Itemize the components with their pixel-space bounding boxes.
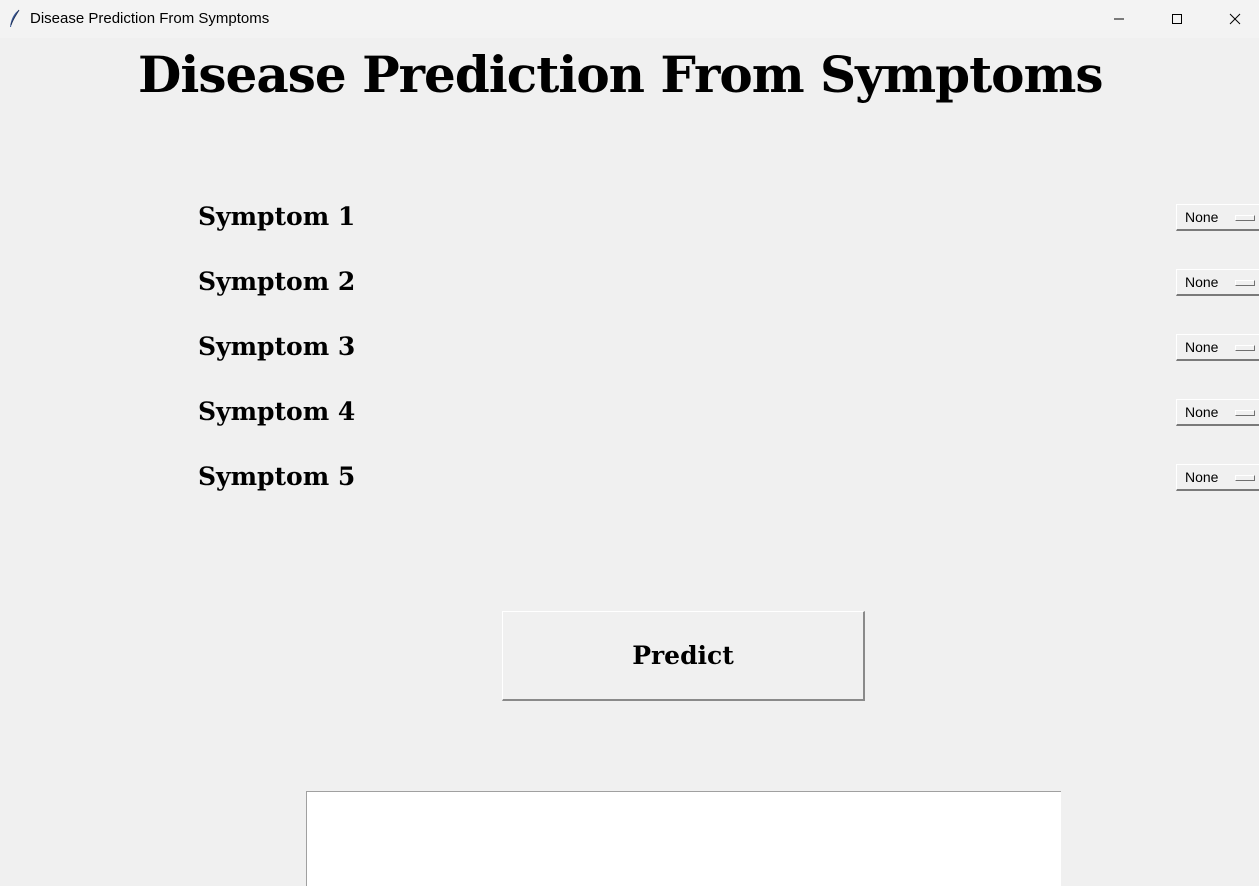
symptom-5-dropdown[interactable]: None <box>1176 464 1259 491</box>
dropdown-indicator-icon <box>1235 345 1255 351</box>
dropdown-indicator-icon <box>1235 475 1255 481</box>
title-bar: Disease Prediction From Symptoms <box>0 0 1259 38</box>
symptom-3-dropdown[interactable]: None <box>1176 334 1259 361</box>
feather-icon <box>10 9 20 27</box>
predict-button[interactable]: Predict <box>502 611 865 701</box>
symptom-5-label: Symptom 5 <box>198 462 356 491</box>
symptom-5-value: None <box>1185 469 1219 485</box>
symptom-3-label: Symptom 3 <box>198 332 356 361</box>
symptom-1-value: None <box>1185 209 1219 225</box>
symptom-4-value: None <box>1185 404 1219 420</box>
symptom-2-label: Symptom 2 <box>198 267 356 296</box>
page-title: Disease Prediction From Symptoms <box>138 45 1104 104</box>
symptom-1-dropdown[interactable]: None <box>1176 204 1259 231</box>
dropdown-indicator-icon <box>1235 215 1255 221</box>
symptom-3-value: None <box>1185 339 1219 355</box>
maximize-icon <box>1172 14 1182 24</box>
symptom-2-value: None <box>1185 274 1219 290</box>
minimize-icon <box>1114 18 1124 20</box>
symptom-4-label: Symptom 4 <box>198 397 356 426</box>
close-button[interactable] <box>1206 0 1259 38</box>
close-icon <box>1229 13 1241 25</box>
symptom-1-label: Symptom 1 <box>198 202 356 231</box>
minimize-button[interactable] <box>1090 0 1148 38</box>
window-title: Disease Prediction From Symptoms <box>30 10 270 27</box>
symptom-2-dropdown[interactable]: None <box>1176 269 1259 296</box>
maximize-button[interactable] <box>1148 0 1206 38</box>
symptom-4-dropdown[interactable]: None <box>1176 399 1259 426</box>
dropdown-indicator-icon <box>1235 280 1255 286</box>
dropdown-indicator-icon <box>1235 410 1255 416</box>
result-text-area[interactable] <box>306 791 1061 886</box>
main-window: Disease Prediction From Symptoms Symptom… <box>0 38 1259 886</box>
